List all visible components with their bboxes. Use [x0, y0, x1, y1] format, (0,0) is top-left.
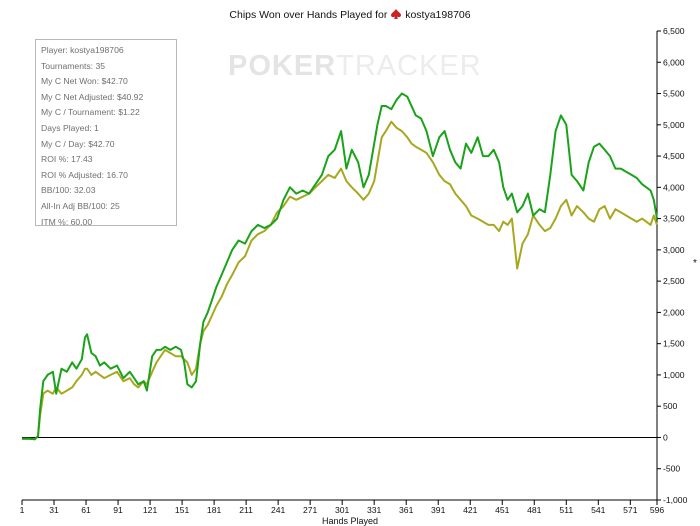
x-tick-label: 91: [113, 505, 123, 515]
stat-per-tournament: My C / Tournament: $1.22: [41, 107, 140, 118]
y-tick-label: 5,000: [663, 120, 685, 130]
x-axis-label: Hands Played: [321, 516, 379, 526]
y-tick-label: 5,500: [663, 89, 685, 99]
x-tick-label: 571: [623, 505, 638, 515]
x-tick-label: 511: [559, 505, 573, 515]
x-tick-label: 331: [367, 505, 382, 515]
x-tick-label: 241: [271, 505, 286, 515]
chart-title-text: Chips Won over Hands Played for: [229, 9, 388, 21]
x-tick-label: 596: [650, 505, 665, 515]
stat-days-played: Days Played: 1: [41, 122, 99, 133]
watermark-part-1: POKER: [228, 50, 337, 82]
x-tick-label: 541: [591, 505, 606, 515]
x-tick-label: 481: [527, 505, 542, 515]
series-line-chips-won: [22, 92, 658, 441]
x-tick-label: 1: [20, 505, 25, 515]
series-layer: [22, 92, 658, 441]
x-tick-label: 271: [303, 505, 318, 515]
y-tick-label: 6,000: [663, 57, 685, 67]
stat-player: Player: kostya198706: [41, 45, 124, 55]
stat-net-adjusted: My C Net Adjusted: $40.92: [41, 91, 144, 102]
y-tick-label: 500: [663, 401, 678, 411]
y-tick-label: 1,500: [663, 339, 685, 349]
stat-allin-bb100: All-In Adj BB/100: 25: [41, 200, 120, 211]
x-tick-label: 451: [495, 505, 510, 515]
y-tick-label: 2,500: [663, 276, 685, 286]
stat-roi: ROI %: 17.43: [41, 154, 93, 165]
y-tick-label: 3,500: [663, 214, 685, 224]
x-tick-label: 61: [81, 505, 91, 515]
x-tick-label: 181: [207, 505, 222, 515]
stat-tournaments: Tournaments: 35: [41, 60, 106, 71]
y-tick-label: -500: [663, 464, 680, 474]
stats-box: Player: kostya198706 Tournaments: 35 My …: [35, 39, 177, 227]
x-tick-label: 121: [143, 505, 158, 515]
stat-bb100: BB/100: 32.03: [41, 185, 96, 196]
y-tick-label: 1,000: [663, 370, 685, 380]
y-tick-label: 4,500: [663, 151, 685, 161]
x-tick-label: 391: [431, 505, 446, 515]
x-tick-label: 31: [49, 505, 59, 515]
series-line-chips-won-adjusted: [22, 120, 658, 441]
pokertracker-watermark: POKERTRACKER: [228, 50, 482, 83]
chart-title: Chips Won over Hands Played for kostya19…: [0, 8, 700, 21]
y-tick-label: -1,000: [663, 495, 688, 505]
stat-per-day: My C / Day: $42.70: [41, 138, 115, 149]
x-tick-label: 301: [335, 505, 350, 515]
y-tick-label: 3,000: [663, 245, 685, 255]
watermark-part-2: TRACKER: [336, 50, 482, 82]
spade-icon: [391, 9, 402, 19]
y-tick-label: 6,500: [663, 26, 685, 36]
x-tick-label: 211: [239, 505, 253, 515]
chart-title-player: kostya198706: [405, 9, 471, 21]
y-tick-label: 4,000: [663, 182, 685, 192]
axis-layer: -1,000 -500 0 500 1,000 1,500 2,000 2,500 3,000 3…: [20, 26, 688, 515]
stat-net-won: My C Net Won: $42.70: [41, 76, 128, 87]
x-tick-label: 151: [175, 505, 190, 515]
x-tick-label: 361: [399, 505, 414, 515]
y-tick-label: 0: [663, 432, 668, 442]
stat-itm: ITM %: 60.00: [41, 216, 93, 227]
edge-glyph: *: [693, 258, 697, 269]
stat-roi-adjusted: ROI % Adjusted: 16.70: [41, 169, 128, 180]
x-tick-label: 421: [463, 505, 478, 515]
y-tick-label: 2,000: [663, 307, 685, 317]
